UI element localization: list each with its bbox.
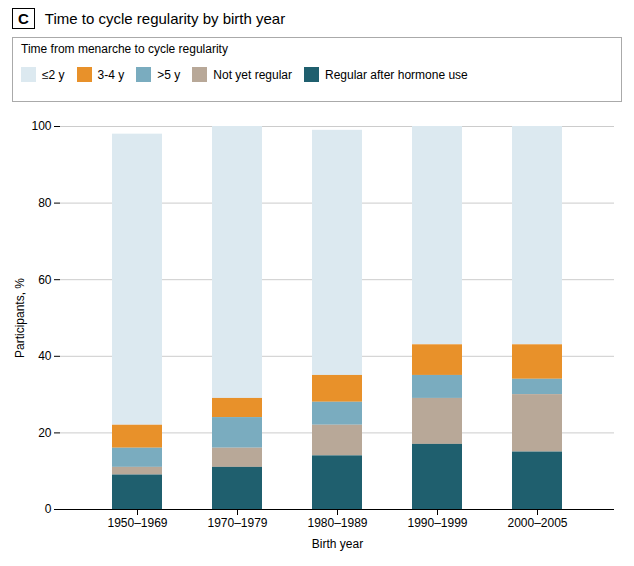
svg-text:1970–1979: 1970–1979 bbox=[207, 516, 267, 530]
html-text:C: C bbox=[18, 10, 29, 27]
html-text:3-4 y: 3-4 y bbox=[97, 67, 125, 82]
svg-text:80: 80 bbox=[38, 196, 52, 210]
svg-text:1980–1989: 1980–1989 bbox=[307, 516, 367, 530]
html-text:≤2 y: ≤2 y bbox=[42, 67, 65, 82]
svg-text:40: 40 bbox=[38, 349, 52, 363]
svg-text:100: 100 bbox=[31, 119, 51, 133]
svg-text:Participants, %: Participants, % bbox=[13, 278, 27, 358]
svg-text:1950–1969: 1950–1969 bbox=[107, 516, 167, 530]
html-text:>5 y: >5 y bbox=[157, 67, 181, 82]
svg-text:60: 60 bbox=[38, 273, 52, 287]
svg-text:Birth year: Birth year bbox=[312, 537, 363, 551]
html-text:Time to cycle regularity by bi: Time to cycle regularity by birth year bbox=[44, 10, 286, 27]
svg-text:1990–1999: 1990–1999 bbox=[407, 516, 467, 530]
svg-text:0: 0 bbox=[45, 502, 52, 516]
html-text:Regular after hormone use: Regular after hormone use bbox=[325, 67, 468, 82]
svg-text:20: 20 bbox=[38, 426, 52, 440]
html-text:Time from menarche to cycle re: Time from menarche to cycle regularity bbox=[21, 42, 228, 56]
html-text:Not yet regular: Not yet regular bbox=[213, 67, 292, 82]
svg-text:2000–2005: 2000–2005 bbox=[507, 516, 567, 530]
